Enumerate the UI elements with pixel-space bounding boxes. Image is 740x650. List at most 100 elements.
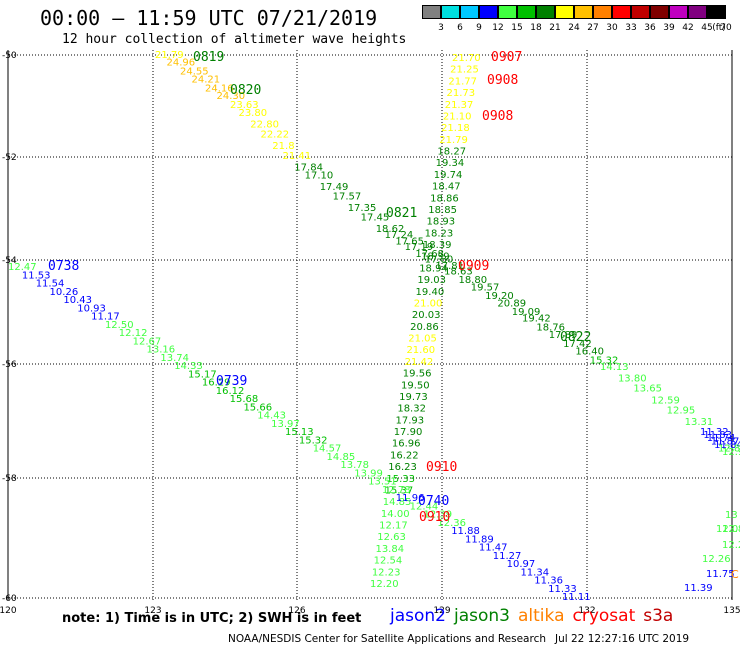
wave-height-value: 17.80 — [425, 255, 454, 266]
y-tick-label: -50 — [2, 51, 17, 61]
pass-time-label: 0740 — [418, 494, 449, 509]
wave-height-value: 11.39 — [684, 583, 713, 594]
wave-height-value: 18.94 — [419, 263, 448, 274]
wave-height-value: 11.75 — [706, 569, 735, 580]
wave-height-value: 14.33 — [174, 361, 203, 372]
axis-tick-labels: 120 123 126 129 132 135 -50 -52 -54 -56 -58 -60 — [0, 51, 740, 616]
wave-height-value: 14.13 — [600, 362, 629, 373]
wave-height-value: 11.53 — [22, 270, 51, 281]
wave-height-value: 15.32 — [590, 356, 619, 367]
color-scale-label: 36 — [644, 23, 656, 33]
color-scale-unit: (ft) — [712, 23, 726, 33]
y-tick-label: -58 — [2, 474, 17, 484]
legend-cryosat: cryosat — [572, 606, 636, 626]
pass-time-label: 0738 — [48, 259, 79, 274]
wave-height-value: 23.80 — [238, 108, 267, 119]
color-scale-label: 6 — [457, 23, 463, 33]
wave-height-value: 18.23 — [425, 228, 454, 239]
wave-height-value: 12.59 — [651, 395, 680, 406]
wave-height-value: 12.0 — [716, 524, 738, 535]
color-swatch — [517, 5, 536, 19]
wave-height-value: 24.21 — [192, 74, 221, 85]
pass-time-label: 0908 — [482, 109, 513, 124]
wave-height-value: 17.68 — [415, 249, 444, 260]
wave-height-value: 12.50 — [105, 320, 134, 331]
wave-height-value: 17.35 — [348, 203, 377, 214]
pass-time-label: 0910 — [419, 510, 450, 525]
wave-height-value: 12.23 — [372, 567, 401, 578]
color-scale-label: 30 — [606, 23, 618, 33]
wave-height-value: 12.44 — [410, 501, 439, 512]
pass-time-label: 0739 — [216, 374, 247, 389]
pass-time-label: 0819 — [193, 50, 224, 65]
legend-jason3: jason3 — [454, 606, 510, 626]
wave-height-value: 13.84 — [375, 544, 404, 555]
wave-height-value: 17.19 — [405, 242, 434, 253]
wave-height-value: 21.05 — [408, 334, 437, 345]
wave-height-value: 13.97 — [271, 419, 300, 430]
wave-height-value: 17.90 — [394, 427, 423, 438]
wave-height-value: 16.12 — [216, 386, 245, 397]
wave-height-value: 11.89 — [465, 534, 494, 545]
y-tick-label: -60 — [2, 594, 17, 604]
color-swatch — [555, 5, 574, 19]
wave-height-value: 18.62 — [376, 224, 405, 235]
wave-height-value: 12.67 — [133, 336, 162, 347]
pass-time-label: 0822 — [560, 330, 591, 345]
wave-height-value: 13.80 — [618, 374, 647, 385]
wave-height-value: 15.68 — [230, 394, 259, 405]
wave-height-value: 11.88 — [451, 526, 480, 537]
x-tick-label: 126 — [288, 606, 305, 616]
wave-height-value: 13 — [725, 510, 738, 521]
wave-height-value: 19.56 — [403, 369, 432, 380]
wave-height-value: 12.22 — [722, 540, 740, 551]
color-scale-label: 24 — [568, 23, 580, 33]
x-tick-label: 132 — [578, 606, 595, 616]
wave-height-value: 18.80 — [458, 275, 487, 286]
wave-height-value: 19.03 — [417, 275, 446, 286]
wave-height-value: 21.41 — [282, 151, 311, 162]
wave-height-value: 12.26 — [702, 554, 731, 565]
color-scale-label: 15 — [511, 23, 523, 33]
wave-height-value: 17.57 — [333, 191, 362, 202]
color-swatch — [688, 5, 707, 19]
wave-height-value: 15.33 — [386, 474, 415, 485]
wave-height-value: 13.31 — [685, 417, 714, 428]
color-swatch — [707, 5, 726, 19]
wave-height-value: 11.96 — [396, 493, 425, 504]
wave-height-value: 22.22 — [260, 130, 289, 141]
wave-height-value: 19.50 — [401, 380, 430, 391]
wave-height-value: 12.63 — [377, 532, 406, 543]
wave-height-value: 12.47 — [8, 262, 37, 273]
wave-height-value: 12.36 — [437, 518, 466, 529]
pass-time-label: 0910 — [426, 460, 457, 475]
wave-height-value: 21.60 — [406, 345, 435, 356]
wave-height-value: 17.81 — [435, 261, 464, 272]
wave-height-value: 15.17 — [188, 369, 217, 380]
x-tick-label: 120 — [0, 606, 17, 616]
wave-height-value: 11.84 — [714, 440, 740, 451]
color-swatch — [669, 5, 688, 19]
color-swatch — [498, 5, 517, 19]
wave-height-value: 19.40 — [416, 287, 445, 298]
wave-height-value: 16.22 — [390, 450, 419, 461]
legend-jason2: jason2 — [390, 606, 446, 626]
wave-height-value: 15.66 — [243, 402, 272, 413]
wave-height-value: 11.83 — [703, 430, 732, 441]
wave-height-value: 11.33 — [548, 584, 577, 595]
wave-height-value: 13.65 — [633, 384, 662, 395]
color-scale-label: 45 — [701, 23, 713, 33]
wave-height-value: 18.47 — [432, 182, 461, 193]
wave-height-value: 16.40 — [575, 347, 604, 358]
color-scale-label: 70 — [720, 23, 732, 33]
color-scale-label: 27 — [587, 23, 599, 33]
satellite-legend: jason2 jason3 altika cryosat s3a — [390, 606, 681, 626]
wave-height-value: 18.32 — [397, 404, 426, 415]
color-swatch — [650, 5, 669, 19]
color-scale-label: 42 — [682, 23, 694, 33]
wave-height-value: 21.25 — [450, 65, 479, 76]
wave-height-value: 19.57 — [471, 282, 500, 293]
color-swatch — [479, 5, 498, 19]
wave-height-value: 18.63 — [444, 266, 473, 277]
